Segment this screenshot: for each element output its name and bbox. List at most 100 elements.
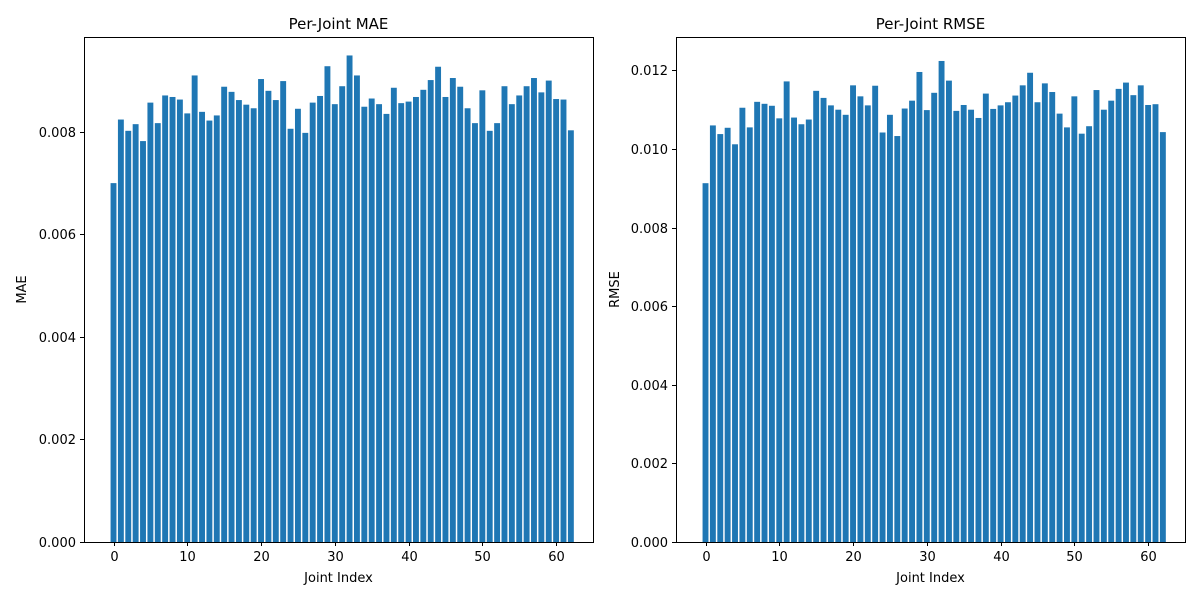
mae-bar-48 xyxy=(464,108,471,542)
rmse-bar-44 xyxy=(1027,72,1034,542)
rmse-chart: 0 10 20 30 40 50 600.0000.0020.0040.0060.0080.… xyxy=(608,15,1186,586)
rmse-bar-27 xyxy=(901,108,908,542)
mae-chart-title: Per-Joint MAE xyxy=(289,15,389,33)
rmse-bar-56 xyxy=(1115,88,1122,542)
mae-bar-9 xyxy=(176,99,183,543)
mae-bar-33 xyxy=(353,75,360,542)
mae-bar-5 xyxy=(147,102,154,543)
mae-bars xyxy=(110,55,574,543)
rmse-bar-22 xyxy=(864,105,871,542)
rmse-x-tick-label-50: 50 xyxy=(1066,550,1083,565)
rmse-plot-frame xyxy=(676,37,1186,543)
rmse-y-axis: 0.000 0.002 0.004 0.006 0.008 0.010 0.012 xyxy=(631,64,676,551)
rmse-bar-25 xyxy=(886,114,893,542)
mae-x-axis: 0 10 20 30 40 50 60 xyxy=(110,542,565,565)
rmse-x-axis: 0 10 20 30 40 50 60 xyxy=(702,542,1157,565)
rmse-bar-28 xyxy=(909,100,916,543)
mae-x-tick-label-0: 0 xyxy=(110,550,118,565)
mae-bar-19 xyxy=(250,108,257,542)
mae-bar-38 xyxy=(390,87,397,542)
mae-bar-50 xyxy=(479,90,486,542)
mae-y-tick-label-1: 0.002 xyxy=(39,433,76,448)
mae-x-tick-label-40: 40 xyxy=(401,550,418,565)
mae-y-tick-label-4: 0.008 xyxy=(39,126,76,141)
mae-bar-10 xyxy=(184,113,191,542)
mae-x-tick-label-50: 50 xyxy=(474,550,491,565)
mae-bar-61 xyxy=(560,99,567,543)
rmse-bar-12 xyxy=(791,117,797,542)
rmse-bar-16 xyxy=(820,97,827,542)
mae-bar-25 xyxy=(294,108,301,542)
mae-bar-28 xyxy=(317,95,324,543)
rmse-x-tick-label-30: 30 xyxy=(919,550,936,565)
mae-bar-46 xyxy=(449,78,456,543)
mae-bar-49 xyxy=(472,123,478,542)
rmse-bar-40 xyxy=(997,105,1004,542)
rmse-bar-49 xyxy=(1064,127,1070,542)
rmse-bar-21 xyxy=(857,96,864,542)
mae-bar-56 xyxy=(523,86,530,542)
mae-bar-21 xyxy=(265,90,272,542)
rmse-bar-10 xyxy=(776,118,783,542)
mae-bar-35 xyxy=(368,98,375,543)
mae-bar-2 xyxy=(125,130,132,542)
rmse-y-tick-label-3: 0.006 xyxy=(631,300,668,315)
rmse-bar-9 xyxy=(768,105,775,543)
rmse-bar-52 xyxy=(1086,126,1093,543)
mae-plot-frame xyxy=(84,37,594,543)
rmse-bar-46 xyxy=(1041,83,1048,543)
rmse-bar-2 xyxy=(717,134,724,542)
mae-bar-6 xyxy=(154,123,161,542)
rmse-bar-41 xyxy=(1005,102,1011,543)
mae-bar-3 xyxy=(132,124,139,542)
rmse-bar-30 xyxy=(923,110,930,542)
rmse-bar-45 xyxy=(1034,102,1041,543)
rmse-bar-37 xyxy=(975,117,982,543)
mae-bar-31 xyxy=(339,86,346,542)
rmse-bar-58 xyxy=(1130,95,1137,542)
rmse-bar-26 xyxy=(894,136,901,543)
rmse-x-tick-label-20: 20 xyxy=(845,550,862,565)
mae-bar-59 xyxy=(545,80,552,542)
mae-bar-60 xyxy=(553,99,560,542)
rmse-bar-14 xyxy=(805,119,812,542)
rmse-y-tick-label-4: 0.008 xyxy=(631,222,668,237)
mae-bar-23 xyxy=(280,81,287,542)
mae-bar-16 xyxy=(228,91,235,543)
rmse-bar-5 xyxy=(739,107,746,543)
rmse-bar-18 xyxy=(835,109,842,542)
rmse-chart-title: Per-Joint RMSE xyxy=(876,15,985,33)
rmse-bar-0 xyxy=(702,183,709,542)
mae-bar-55 xyxy=(516,95,523,542)
rmse-y-axis-label: RMSE xyxy=(608,271,623,308)
mae-bar-41 xyxy=(413,96,419,542)
rmse-bar-57 xyxy=(1123,82,1129,542)
rmse-bar-1 xyxy=(709,125,716,543)
rmse-bar-48 xyxy=(1056,113,1063,542)
rmse-x-tick-label-0: 0 xyxy=(702,550,710,565)
rmse-y-tick-label-5: 0.010 xyxy=(631,143,668,158)
rmse-bar-8 xyxy=(761,103,768,542)
rmse-bar-62 xyxy=(1159,132,1166,543)
mae-bar-14 xyxy=(213,115,220,542)
mae-bar-47 xyxy=(457,86,464,542)
rmse-bar-60 xyxy=(1145,104,1152,543)
rmse-bar-7 xyxy=(754,101,761,542)
mae-bar-11 xyxy=(191,75,198,542)
rmse-x-tick-label-40: 40 xyxy=(993,550,1010,565)
rmse-bar-13 xyxy=(798,124,805,542)
mae-bar-44 xyxy=(435,66,442,543)
rmse-bar-51 xyxy=(1078,133,1085,542)
rmse-bar-20 xyxy=(850,85,856,542)
rmse-bar-38 xyxy=(982,93,989,542)
mae-bar-40 xyxy=(405,101,412,542)
rmse-bar-61 xyxy=(1152,104,1159,542)
rmse-x-tick-label-10: 10 xyxy=(771,550,788,565)
mae-bar-57 xyxy=(531,78,537,543)
mae-y-axis-label: MAE xyxy=(15,275,30,303)
rmse-bar-47 xyxy=(1049,92,1056,543)
mae-bar-26 xyxy=(302,132,309,542)
rmse-bar-6 xyxy=(746,127,753,542)
mae-y-tick-label-0: 0.000 xyxy=(39,536,76,551)
mae-bar-62 xyxy=(567,130,574,542)
